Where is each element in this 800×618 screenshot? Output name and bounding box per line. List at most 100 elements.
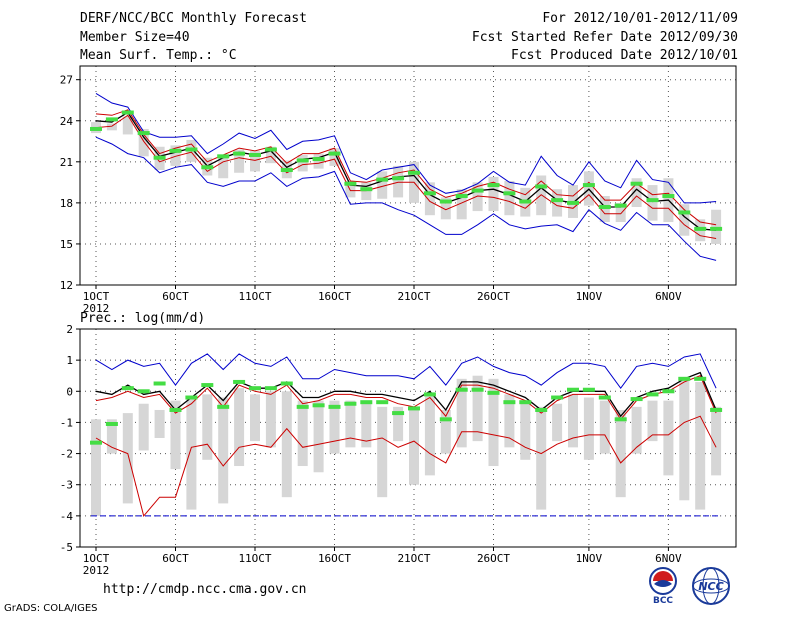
prec-observed-marker — [201, 383, 214, 388]
prec-y-tick-label: 1 — [66, 354, 73, 367]
temp-x-tick-label: 1NOV — [576, 290, 603, 303]
prec-box — [536, 406, 547, 510]
temp-y-tick-label: 24 — [60, 115, 74, 128]
prec-observed-marker — [169, 407, 182, 412]
temp-y-tick-label: 18 — [60, 197, 73, 210]
temp-observed-marker — [169, 148, 182, 153]
temp-box — [361, 182, 372, 201]
member-size: Member Size=40 — [80, 30, 190, 45]
prec-observed-marker — [392, 411, 405, 416]
temp-box — [329, 148, 340, 166]
temp-observed-marker — [646, 198, 659, 203]
temp-observed-marker — [439, 199, 452, 204]
temp-observed-marker — [328, 151, 341, 156]
prec-box — [472, 375, 483, 442]
temp-upper-line — [95, 109, 717, 226]
temp-box — [679, 204, 690, 236]
prec-y-tick-label: -3 — [60, 479, 73, 492]
prec-max-line — [95, 353, 717, 390]
prec-x-tick-label: 21OCT — [397, 552, 430, 565]
temp-observed-marker — [360, 187, 373, 192]
prec-observed-marker — [646, 392, 659, 397]
prec-observed-marker — [567, 387, 579, 392]
prec-observed-marker — [280, 381, 293, 386]
prec-observed-marker — [582, 387, 595, 392]
prec-observed-marker — [264, 386, 277, 391]
temp-panel: 12 15 18 21 24 27 1OCT 6OCT 11OCT 16OCT 21OCT 26OCT… — [60, 65, 737, 315]
prec-observed-marker — [694, 376, 707, 381]
temp-box — [393, 165, 404, 198]
temp-observed-marker — [582, 183, 595, 188]
prec-observed-marker — [312, 403, 325, 408]
temp-observed-marker — [312, 157, 325, 162]
prec-observed-marker — [328, 404, 341, 409]
grads-credit: GrADS: COLA/IGES — [4, 603, 98, 614]
prec-x-tick-label: 26OCT — [477, 552, 510, 565]
temp-observed-marker — [392, 176, 405, 181]
temp-box — [615, 202, 626, 223]
prec-observed-marker — [233, 379, 246, 384]
prec-year-label: 2012 — [83, 564, 110, 577]
temp-observed-marker — [567, 200, 579, 205]
prec-box — [138, 403, 149, 451]
prec-x-tick-label: 11OCT — [238, 552, 271, 565]
temp-y-tick-label: 12 — [60, 279, 73, 292]
temp-observed-marker — [535, 184, 548, 189]
prec-observed-marker — [471, 387, 484, 392]
temp-observed-marker — [344, 181, 357, 186]
temp-box — [297, 154, 308, 172]
temp-year-label: 2012 — [83, 302, 110, 315]
prec-x-tick-label: 1NOV — [576, 552, 603, 565]
temp-observed-marker — [710, 226, 723, 231]
temp-x-tick-label: 6NOV — [655, 290, 682, 303]
temp-observed-marker — [217, 154, 230, 159]
prec-box — [409, 409, 419, 485]
prec-y-tick-label: -4 — [60, 510, 74, 523]
prec-x-tick-label: 16OCT — [318, 552, 351, 565]
temp-box — [552, 189, 563, 217]
prec-box — [234, 388, 245, 467]
temp-observed-marker — [551, 198, 564, 203]
temp-observed-marker — [471, 188, 484, 193]
fcst-produced-date: Fcst Produced Date 2012/10/01 — [511, 48, 738, 63]
prec-box — [154, 409, 165, 438]
prec-box — [488, 378, 499, 467]
temp-x-tick-label: 26OCT — [477, 290, 510, 303]
temp-observed-marker — [376, 177, 389, 182]
temp-max-line — [95, 92, 717, 204]
temp-min-line — [95, 136, 717, 261]
source-url[interactable]: http://cmdp.ncc.cma.gov.cn — [103, 582, 307, 597]
prec-box — [552, 403, 563, 442]
temp-box — [218, 154, 229, 179]
temp-box — [377, 171, 388, 199]
temp-box — [313, 153, 324, 169]
prec-observed-marker — [153, 381, 166, 386]
prec-box — [186, 397, 197, 510]
temp-observed-marker — [423, 191, 436, 196]
prec-y-tick-label: 0 — [66, 385, 73, 398]
prec-box — [202, 394, 213, 460]
temp-observed-marker — [408, 170, 420, 175]
prec-box — [313, 400, 324, 473]
temp-x-tick-label: 21OCT — [397, 290, 430, 303]
prec-box — [583, 397, 594, 460]
temp-observed-marker — [614, 203, 627, 208]
temp-observed-marker — [264, 147, 277, 152]
temp-box — [234, 149, 245, 173]
temp-box — [138, 128, 149, 157]
prec-spread-line — [95, 375, 717, 421]
prec-box — [615, 409, 626, 498]
temp-box — [440, 197, 451, 220]
prec-observed-marker — [662, 389, 675, 394]
prec-box — [297, 400, 308, 467]
fcst-started-date: Fcst Started Refer Date 2012/09/30 — [471, 30, 738, 45]
prec-observed-marker — [455, 387, 468, 392]
prec-box — [361, 403, 372, 448]
prec-observed-marker — [408, 406, 420, 411]
prec-box — [599, 400, 610, 454]
temp-x-tick-label: 11OCT — [238, 290, 271, 303]
prec-observed-marker — [217, 404, 230, 409]
temp-mean-line — [95, 111, 717, 231]
temp-observed-marker — [487, 183, 500, 188]
prec-y-tick-label: -2 — [60, 448, 73, 461]
